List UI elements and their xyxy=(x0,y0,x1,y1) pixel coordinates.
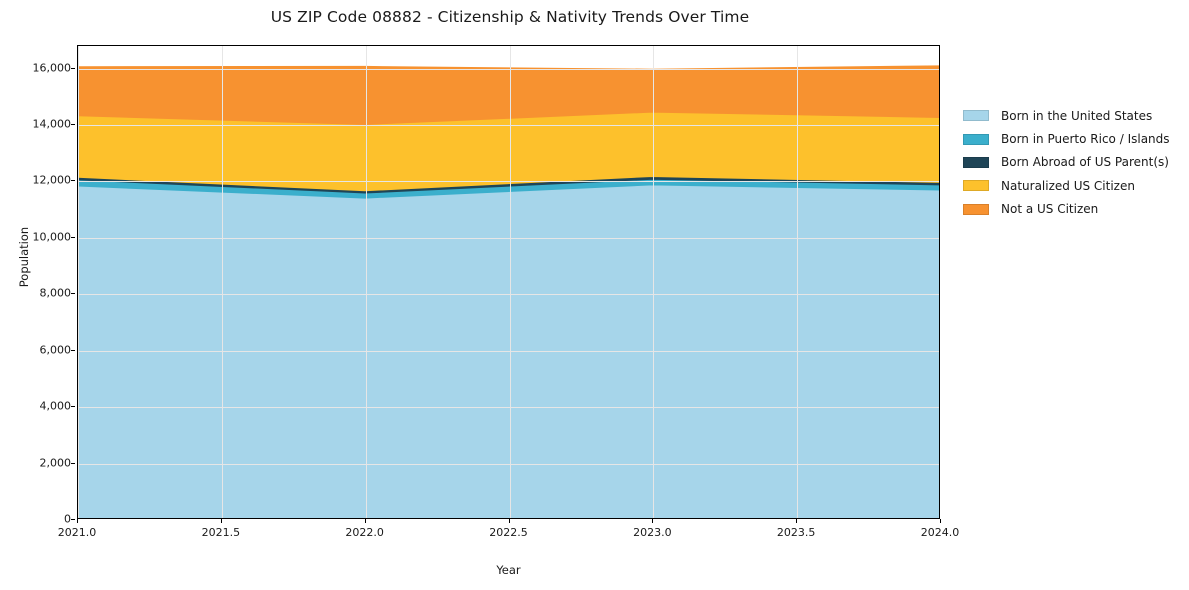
y-tick-label: 4,000 xyxy=(39,399,72,413)
x-tick-label: 2021.0 xyxy=(57,526,97,539)
x-tick-label: 2024.0 xyxy=(920,526,960,539)
y-tick-mark xyxy=(71,236,75,238)
x-tick-mark xyxy=(652,519,654,523)
y-tick-mark xyxy=(71,462,75,464)
y-tick-label: 2,000 xyxy=(39,456,72,470)
legend-item[interactable]: Born Abroad of US Parent(s) xyxy=(963,151,1187,174)
legend-item[interactable]: Naturalized US Citizen xyxy=(963,174,1187,197)
x-gridline xyxy=(797,46,799,518)
y-tick-label: 8,000 xyxy=(39,286,72,300)
x-gridline xyxy=(78,46,79,518)
y-tick-label: 6,000 xyxy=(39,343,72,357)
x-tick-mark xyxy=(508,519,510,523)
y-gridline xyxy=(78,463,939,465)
y-tick-label: 0 xyxy=(64,512,71,526)
x-gridline xyxy=(365,46,367,518)
x-gridline xyxy=(221,46,223,518)
x-tick-label: 2022.0 xyxy=(345,526,384,539)
y-axis-tick-labels: 0 2,000 4,000 6,000 8,000 10,000 12,000 14,000 1… xyxy=(0,0,75,590)
legend-color-swatch xyxy=(963,110,989,122)
legend-color-swatch xyxy=(963,203,989,215)
y-tick-mark xyxy=(71,519,75,520)
x-tick-label: 2023.5 xyxy=(776,526,816,539)
y-gridline xyxy=(78,294,939,296)
x-tick-mark xyxy=(77,519,78,523)
y-gridline xyxy=(78,125,939,126)
y-gridline xyxy=(78,350,939,352)
stacked-area-series xyxy=(78,65,939,518)
x-gridline xyxy=(509,46,511,518)
x-tick-mark xyxy=(940,519,941,523)
legend-item[interactable]: Born in the United States xyxy=(963,104,1187,127)
y-gridline xyxy=(78,237,939,239)
chart-title: US ZIP Code 08882 - Citizenship & Nativi… xyxy=(270,8,750,26)
legend-item-label: Naturalized US Citizen xyxy=(1001,178,1135,193)
y-tick-mark xyxy=(71,406,75,408)
x-tick-label: 2023.0 xyxy=(633,526,672,539)
x-tick-label: 2021.5 xyxy=(201,526,241,539)
y-tick-label: 16,000 xyxy=(32,61,72,75)
y-tick-mark xyxy=(71,349,75,351)
legend-item-label: Born in Puerto Rico / Islands xyxy=(1001,132,1170,147)
x-tick-label: 2022.5 xyxy=(489,526,528,539)
legend-item[interactable]: Born in Puerto Rico / Islands xyxy=(963,127,1187,150)
y-tick-label: 10,000 xyxy=(32,230,72,244)
area-series xyxy=(78,65,939,125)
legend-item-label: Born Abroad of US Parent(s) xyxy=(1001,155,1169,170)
y-tick-mark xyxy=(71,124,75,125)
y-gridline xyxy=(78,68,939,70)
y-tick-label: 12,000 xyxy=(32,173,72,187)
x-tick-mark xyxy=(220,519,222,523)
y-tick-mark xyxy=(71,293,75,295)
legend-item-label: Not a US Citizen xyxy=(1001,202,1099,217)
y-tick-label: 14,000 xyxy=(32,117,72,131)
y-gridline xyxy=(78,407,939,409)
y-axis-label: Population xyxy=(17,226,31,288)
y-tick-mark xyxy=(71,180,75,182)
x-axis-label: Year xyxy=(496,563,521,577)
x-gridline xyxy=(653,46,655,518)
legend-color-swatch xyxy=(963,133,989,145)
area-series xyxy=(78,111,939,192)
plot-area xyxy=(77,45,940,519)
x-tick-mark xyxy=(364,519,366,523)
chart-legend: Born in the United States Born in Puerto … xyxy=(963,104,1187,221)
legend-item-label: Born in the United States xyxy=(1001,108,1153,123)
legend-color-swatch xyxy=(963,156,989,168)
legend-item[interactable]: Not a US Citizen xyxy=(963,198,1187,221)
legend-color-swatch xyxy=(963,180,989,192)
x-tick-mark xyxy=(796,519,798,523)
y-tick-mark xyxy=(71,67,75,69)
y-gridline xyxy=(78,181,939,183)
